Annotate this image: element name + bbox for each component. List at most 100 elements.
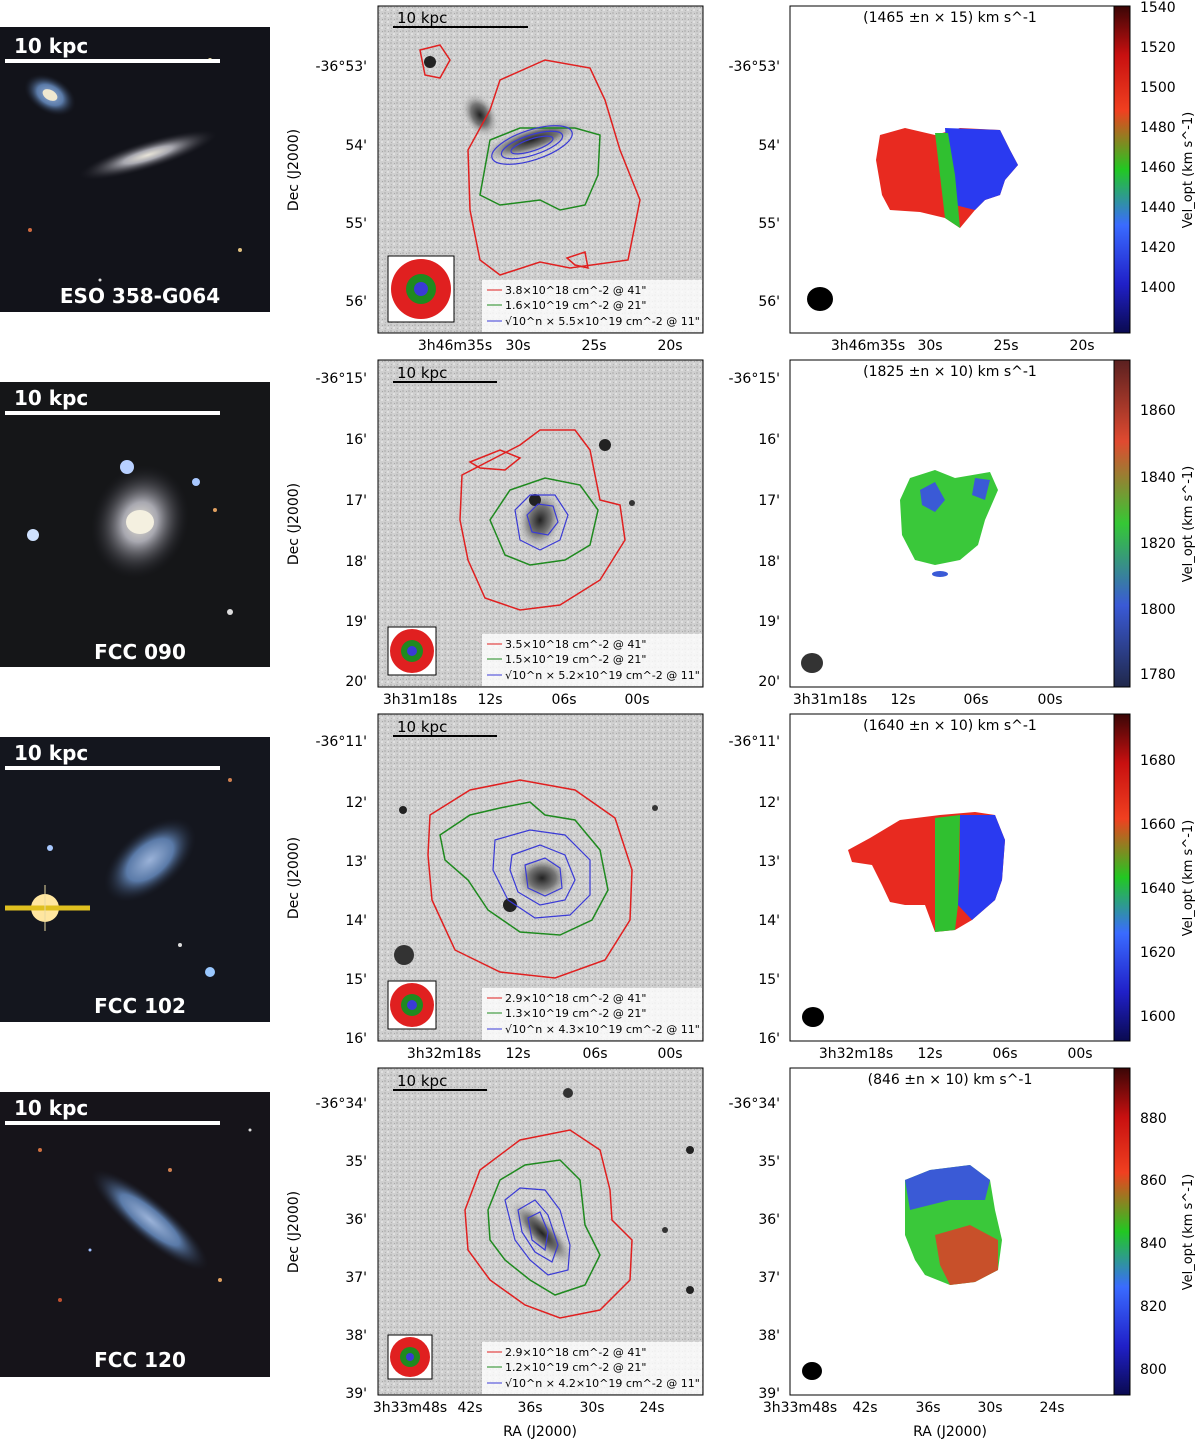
contour-panel-2: 10 kpc 3.5×10^18 cm^-2 @ 41" 1.5×10^19 c… (286, 359, 704, 708)
dec-tick: -36°15' (728, 371, 780, 387)
ra-tick: 30s (977, 1400, 1002, 1416)
ra-tick: 3h46m35s (831, 338, 905, 354)
contour-blue (504, 1187, 571, 1276)
row-1: 10 kpc ESO 358-G064 10 kpc (0, 0, 1196, 354)
row-2: 10 kpc FCC 090 10 kpc 3.5×10^18 cm^-2 @ … (0, 359, 1196, 708)
cbar-tick: 880 (1140, 1111, 1167, 1127)
galaxy-name: FCC 120 (94, 1348, 186, 1372)
velocity-title: (1825 ±n × 10) km s^-1 (863, 364, 1037, 380)
dec-tick: -36°53' (728, 59, 780, 75)
dec-tick: 36' (758, 1212, 780, 1228)
contour-panel-4: 10 kpc 2.9×10^18 cm^-2 @ 41" 1.2×10^19 c… (286, 1067, 704, 1440)
color-image-4: 10 kpc FCC 120 (0, 1092, 270, 1377)
dec-tick: 17' (345, 493, 367, 509)
ra-tick: 06s (992, 1046, 1017, 1062)
cbar-tick: 1840 (1140, 470, 1176, 486)
dec-axis-label: Dec (J2000) (286, 483, 302, 565)
legend-green: 1.5×10^19 cm^-2 @ 21" (505, 653, 646, 666)
dec-axis-label: Dec (J2000) (286, 1191, 302, 1273)
legend-green: 1.6×10^19 cm^-2 @ 21" (505, 299, 646, 312)
ra-tick: 3h32m18s (819, 1046, 893, 1062)
dec-tick: 12' (345, 795, 367, 811)
dec-tick: 18' (758, 554, 780, 570)
dec-tick: 19' (345, 614, 367, 630)
dec-tick: -36°11' (728, 734, 780, 750)
dec-tick: 37' (758, 1270, 780, 1286)
dec-tick: -36°34' (315, 1096, 367, 1112)
ra-axis-label: RA (J2000) (503, 1424, 577, 1440)
scalebar-label: 10 kpc (14, 741, 88, 765)
ra-tick: 42s (457, 1400, 482, 1416)
velocity-title: (1465 ±n × 15) km s^-1 (863, 10, 1037, 26)
panel-scalebar: 10 kpc (397, 1072, 447, 1090)
cbar-tick: 1680 (1140, 753, 1176, 769)
cbar-tick: 820 (1140, 1299, 1167, 1315)
dec-tick: 15' (758, 972, 780, 988)
contour-panel-3: 10 kpc 2.9×10^18 cm^-2 @ 41" 1.3×10^19 c… (286, 713, 704, 1062)
cbar-tick: 1780 (1140, 667, 1176, 683)
colorbar (1113, 713, 1131, 1042)
cbar-tick: 1800 (1140, 602, 1176, 618)
color-image-2: 10 kpc FCC 090 (0, 382, 270, 667)
cbar-tick: 840 (1140, 1236, 1167, 1252)
legend-red: 3.8×10^18 cm^-2 @ 41" (505, 284, 646, 297)
ra-tick: 36s (915, 1400, 940, 1416)
contour-red (459, 429, 626, 611)
ra-axis-label: RA (J2000) (913, 1424, 987, 1440)
dec-tick: 13' (758, 854, 780, 870)
contour-green (487, 1159, 601, 1296)
ra-tick: 3h31m18s (793, 692, 867, 708)
panel-scalebar: 10 kpc (397, 718, 447, 736)
ra-tick: 20s (657, 338, 682, 354)
cbar-label: Vel_opt (km s^-1) (1181, 466, 1196, 583)
legend-blue: √10^n × 5.5×10^19 cm^-2 @ 11" (505, 315, 700, 328)
dec-tick: 20' (758, 674, 780, 690)
cbar-tick: 1660 (1140, 817, 1176, 833)
row-4: 10 kpc FCC 120 10 kpc 2.9×10^18 cm^-2 @ … (0, 1067, 1196, 1440)
velocity-panel-3: (1640 ±n × 10) km s^-1 -36°11' 12' 13' 1… (728, 713, 1196, 1062)
cbar-tick: 1420 (1140, 240, 1176, 256)
contour-blue (491, 125, 573, 165)
dec-tick: 38' (758, 1328, 780, 1344)
contour-green (489, 477, 599, 566)
dec-tick: 39' (345, 1386, 367, 1402)
dec-tick: 13' (345, 854, 367, 870)
velocity-title: (1640 ±n × 10) km s^-1 (863, 718, 1037, 734)
cbar-tick: 1400 (1140, 280, 1176, 296)
cbar-tick: 1460 (1140, 160, 1176, 176)
contour-blue (492, 829, 591, 919)
contour-red (427, 779, 633, 979)
row-3: 10 kpc FCC 102 10 kpc 2.9×10^18 cm^-2 @ … (0, 713, 1196, 1062)
colorbar (1113, 5, 1131, 334)
cbar-tick: 1440 (1140, 200, 1176, 216)
legend-red: 2.9×10^18 cm^-2 @ 41" (505, 1346, 646, 1359)
dec-tick: 56' (758, 294, 780, 310)
dec-tick: 20' (345, 674, 367, 690)
dec-tick: 35' (345, 1154, 367, 1170)
cbar-tick: 860 (1140, 1173, 1167, 1189)
dec-tick: 16' (345, 432, 367, 448)
cbar-tick: 1860 (1140, 403, 1176, 419)
dec-tick: 38' (345, 1328, 367, 1344)
dec-tick: 18' (345, 554, 367, 570)
legend-green: 1.3×10^19 cm^-2 @ 21" (505, 1007, 646, 1020)
dec-tick: 37' (345, 1270, 367, 1286)
dec-tick: 14' (345, 913, 367, 929)
ra-tick: 00s (1037, 692, 1062, 708)
dec-tick: -36°15' (315, 371, 367, 387)
galaxy-name: ESO 358-G064 (60, 284, 220, 308)
cbar-label: Vel_opt (km s^-1) (1181, 1174, 1196, 1291)
dec-tick: 17' (758, 493, 780, 509)
dec-tick: 16' (758, 1031, 780, 1047)
cbar-label: Vel_opt (km s^-1) (1181, 112, 1196, 229)
dec-tick: 16' (345, 1031, 367, 1047)
cbar-tick: 1540 (1140, 0, 1176, 16)
dec-tick: 19' (758, 614, 780, 630)
contour-panel-1: 10 kpc 3.8×10^18 cm^-2 @ 41" 1.6×10^19 c… (286, 5, 704, 354)
legend-red: 2.9×10^18 cm^-2 @ 41" (505, 992, 646, 1005)
cbar-tick: 1600 (1140, 1009, 1176, 1025)
scalebar-label: 10 kpc (14, 34, 88, 58)
ra-tick: 00s (624, 692, 649, 708)
